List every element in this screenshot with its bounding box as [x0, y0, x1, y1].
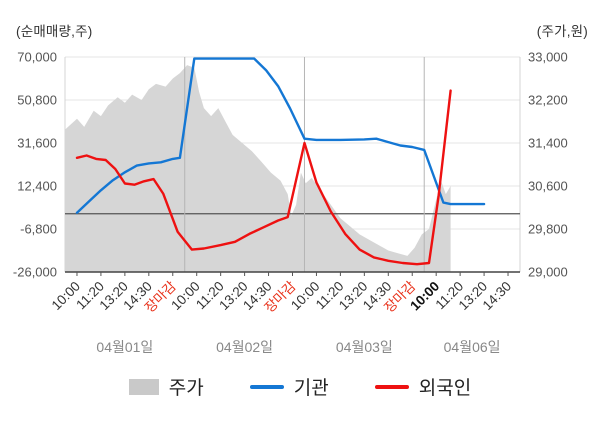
price-area-swatch: [128, 378, 159, 395]
left-axis-tick-label: 12,400: [17, 179, 57, 194]
day-label: 04월06일: [444, 339, 501, 355]
foreigner-line-series: [75, 89, 452, 266]
right-axis-tick-label: 31,400: [528, 136, 568, 151]
day-label: 04월03일: [336, 339, 393, 355]
left-axis-tick-label: -26,000: [13, 265, 57, 280]
legend-label-institution: 기관: [293, 378, 329, 399]
chart-svg: 70,000 50,800 31,600 12,400 -6,800 -26,000 33,…: [13, 50, 568, 356]
left-axis-tick-label: 31,600: [17, 136, 57, 151]
right-axis-title: (주가,원): [536, 24, 588, 39]
right-axis-tick-label: 29,000: [528, 265, 568, 280]
left-axis-title: (순매매량,주): [16, 24, 93, 39]
left-axis-tick-label: -6,800: [20, 222, 57, 237]
institution-line-swatch: [249, 384, 284, 389]
legend-item-foreigner: 외국인: [374, 373, 472, 400]
day-label: 04월01일: [96, 339, 153, 355]
legend-label-foreigner: 외국인: [418, 378, 472, 399]
day-label: 04월02일: [216, 339, 273, 355]
right-axis-tick-label: 29,800: [528, 222, 568, 237]
foreigner-line-swatch: [374, 384, 409, 389]
left-axis-tick-label: 70,000: [17, 50, 57, 65]
legend: 주가 기관 외국인: [0, 373, 600, 400]
legend-label-price: 주가: [168, 378, 204, 399]
left-axis-tick-label: 50,800: [17, 93, 57, 108]
price-area-series: [65, 65, 451, 272]
right-axis-tick-label: 30,600: [528, 179, 568, 194]
legend-item-institution: 기관: [249, 373, 329, 400]
x-tick-label: 14:30: [480, 279, 515, 314]
legend-item-price: 주가: [128, 373, 204, 400]
institution-line-series: [75, 57, 486, 214]
right-axis-tick-label: 32,200: [528, 93, 568, 108]
chart-canvas: 70,000 50,800 31,600 12,400 -6,800 -26,000 33,…: [13, 50, 568, 356]
right-axis-tick-label: 33,000: [528, 50, 568, 65]
